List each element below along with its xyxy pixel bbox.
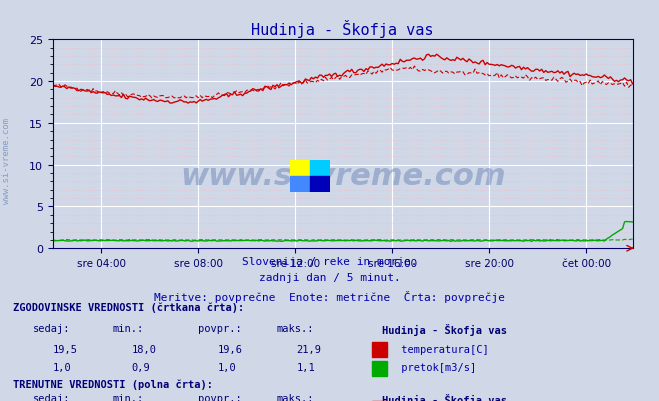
Text: povpr.:: povpr.: [198,393,241,401]
Title: Hudinja - Škofja vas: Hudinja - Škofja vas [252,20,434,38]
Text: maks.:: maks.: [277,323,314,333]
Text: www.si-vreme.com: www.si-vreme.com [2,117,11,203]
Text: pretok[m3/s]: pretok[m3/s] [395,363,476,373]
Text: povpr.:: povpr.: [198,323,241,333]
Bar [310,160,330,176]
Text: 1,0: 1,0 [53,363,71,373]
Text: www.si-vreme.com: www.si-vreme.com [180,161,505,190]
Text: 21,9: 21,9 [297,344,322,354]
Bar [310,176,330,192]
Bar [290,160,310,176]
Bar [290,176,310,192]
Text: Meritve: povprečne  Enote: metrične  Črta: povprečje: Meritve: povprečne Enote: metrične Črta:… [154,290,505,302]
Text: maks.:: maks.: [277,393,314,401]
Text: 19,6: 19,6 [217,344,243,354]
Text: Hudinja - Škofja vas: Hudinja - Škofja vas [382,323,507,335]
Text: zadnji dan / 5 minut.: zadnji dan / 5 minut. [258,272,401,282]
Text: min.:: min.: [112,323,143,333]
Bar [372,361,387,376]
Bar [372,342,387,357]
Text: ZGODOVINSKE VREDNOSTI (črtkana črta):: ZGODOVINSKE VREDNOSTI (črtkana črta): [13,302,244,312]
Text: 1,0: 1,0 [217,363,236,373]
Text: 0,9: 0,9 [132,363,150,373]
Text: min.:: min.: [112,393,143,401]
Text: Slovenija / reke in morje.: Slovenija / reke in morje. [242,257,417,266]
Text: TRENUTNE VREDNOSTI (polna črta):: TRENUTNE VREDNOSTI (polna črta): [13,378,213,389]
Text: sedaj:: sedaj: [33,393,71,401]
Text: 1,1: 1,1 [297,363,315,373]
Text: 19,5: 19,5 [53,344,78,354]
Text: Hudinja - Škofja vas: Hudinja - Škofja vas [382,393,507,401]
Text: 18,0: 18,0 [132,344,157,354]
Text: sedaj:: sedaj: [33,323,71,333]
Text: temperatura[C]: temperatura[C] [395,344,489,354]
